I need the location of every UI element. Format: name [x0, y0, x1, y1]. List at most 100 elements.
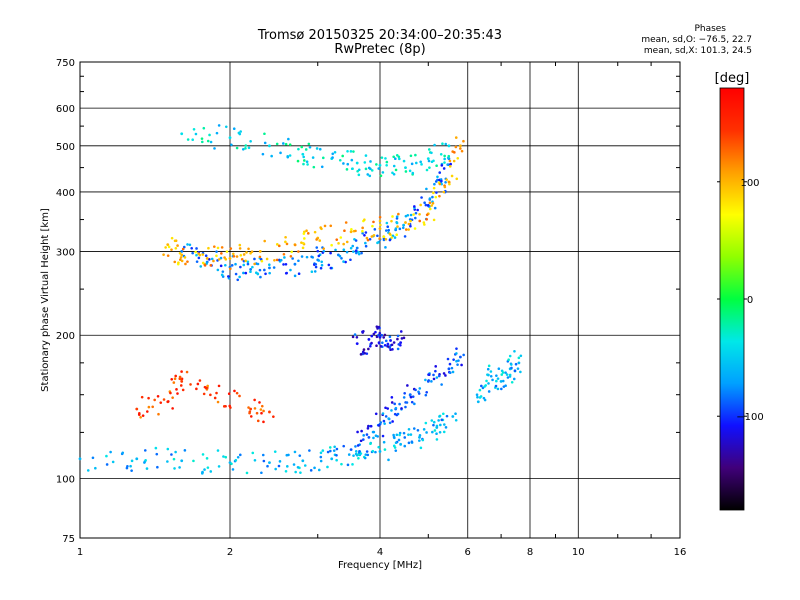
scatter-point: [202, 126, 206, 130]
scatter-point: [332, 449, 336, 452]
scatter-point: [230, 143, 233, 147]
scatter-point: [437, 374, 441, 378]
data-point: [378, 450, 382, 453]
scatter-point: [335, 458, 338, 462]
scatter-point: [400, 337, 404, 340]
scatter-point: [326, 465, 329, 469]
scatter-point: [365, 433, 369, 436]
scatter-point: [411, 171, 415, 175]
data-point: [330, 457, 334, 461]
scatter-point: [495, 374, 498, 377]
scatter-point: [284, 262, 288, 266]
scatter-point: [346, 463, 350, 467]
scatter-point: [430, 380, 433, 383]
scatter-point: [238, 453, 242, 457]
scatter-point: [424, 203, 428, 207]
scatter-point: [224, 263, 227, 267]
scatter-point: [170, 236, 174, 240]
scatter-point: [197, 252, 200, 256]
scatter-point: [166, 447, 170, 451]
scatter-point: [396, 225, 399, 228]
scatter-point: [394, 406, 398, 410]
scatter-point: [484, 384, 488, 387]
scatter-point: [195, 247, 198, 250]
scatter-point: [291, 257, 294, 260]
scatter-point: [178, 375, 182, 379]
scatter-point: [318, 147, 322, 151]
scatter-point: [386, 345, 390, 348]
x-tick-label: 4: [377, 547, 383, 558]
scatter-point: [364, 231, 368, 234]
scatter-point: [263, 239, 266, 243]
scatter-point: [302, 232, 306, 235]
scatter-point: [390, 236, 394, 239]
scatter-point: [256, 262, 260, 266]
scatter-point: [302, 241, 305, 245]
scatter-point: [231, 468, 235, 471]
scatter-point: [261, 152, 265, 156]
scatter-point: [201, 253, 205, 256]
scatter-point: [403, 444, 407, 448]
scatter-point: [414, 211, 418, 215]
data-point: [268, 266, 271, 270]
data-point: [349, 230, 353, 234]
scatter-point: [378, 219, 382, 223]
data-point: [355, 246, 359, 250]
scatter-point: [510, 380, 514, 384]
scatter-point: [356, 444, 360, 447]
scatter-point: [195, 387, 198, 391]
scatter-point: [173, 260, 177, 264]
scatter-point: [430, 204, 434, 207]
scatter-point: [397, 212, 400, 216]
scatter-point: [255, 411, 259, 415]
scatter-point: [342, 162, 345, 165]
scatter-point: [404, 405, 407, 409]
scatter-point: [345, 240, 349, 244]
scatter-point: [230, 462, 233, 466]
scatter-point: [508, 373, 512, 377]
scatter-point: [308, 145, 312, 149]
scatter-point: [489, 370, 493, 373]
scatter-point: [258, 255, 262, 259]
data-point: [301, 459, 305, 463]
scatter-point: [314, 262, 318, 266]
scatter-point: [338, 158, 342, 162]
scatter-point: [383, 333, 387, 337]
scatter-point: [395, 233, 399, 237]
scatter-point: [319, 266, 323, 270]
scatter-point: [513, 350, 516, 353]
scatter-point: [433, 182, 436, 186]
scatter-point: [186, 243, 189, 246]
series-group: [162, 136, 465, 270]
scatter-point: [454, 412, 457, 416]
scatter-point: [334, 248, 337, 252]
scatter-point: [366, 238, 370, 242]
data-point: [228, 257, 232, 260]
scatter-point: [248, 411, 251, 415]
scatter-point: [457, 359, 460, 362]
scatter-point: [435, 376, 439, 379]
scatter-point: [354, 452, 358, 456]
scatter-point: [296, 159, 300, 163]
scatter-point: [440, 418, 444, 422]
scatter-point: [230, 264, 234, 267]
scatter-point: [222, 455, 225, 458]
scatter-point: [306, 232, 310, 235]
scatter-point: [170, 453, 173, 456]
scatter-point: [427, 373, 430, 376]
scatter-point: [172, 381, 176, 384]
scatter-point: [395, 221, 399, 225]
scatter-point: [393, 236, 397, 239]
scatter-point: [315, 238, 318, 241]
scatter-point: [329, 251, 332, 255]
scatter-point: [292, 463, 296, 466]
series-group: [351, 325, 406, 356]
scatter-point: [249, 270, 252, 274]
scatter-point: [427, 159, 431, 163]
scatter-point: [235, 391, 239, 395]
scatter-point: [435, 191, 438, 194]
scatter-point: [215, 250, 218, 253]
scatter-point: [200, 472, 204, 475]
data-point: [378, 163, 382, 167]
scatter-point: [374, 434, 378, 437]
